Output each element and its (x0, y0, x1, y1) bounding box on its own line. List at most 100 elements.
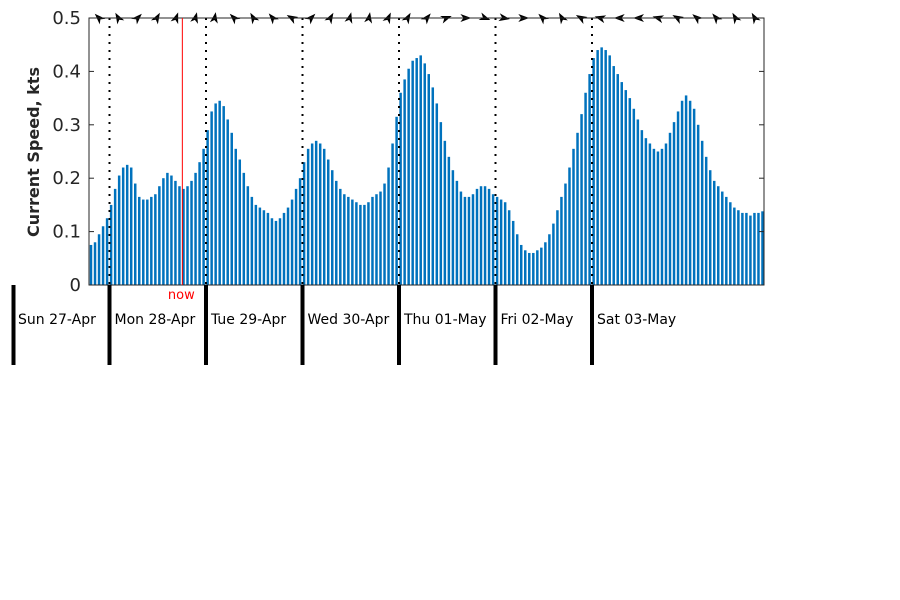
bar (423, 63, 426, 285)
bar (528, 252, 531, 285)
direction-arrow-icon (229, 13, 241, 25)
arrow-head (575, 15, 588, 24)
bar-series (89, 47, 764, 286)
bar (294, 188, 298, 285)
bar (620, 82, 623, 285)
bar (584, 92, 587, 285)
bar (138, 196, 141, 285)
y-axis: 0 0.1 0.2 0.3 0.4 0.5 (52, 8, 764, 296)
direction-arrow-icon (286, 15, 299, 24)
direction-arrow-icon (575, 15, 588, 24)
bar (391, 143, 394, 285)
direction-arrow-icon (652, 15, 665, 24)
bar (544, 242, 547, 285)
bar (479, 186, 483, 285)
direction-arrow-icon (558, 12, 568, 25)
bar (158, 186, 161, 285)
bar (491, 194, 495, 285)
direction-arrow-icon (401, 12, 411, 25)
bar (648, 143, 652, 285)
bar (708, 170, 712, 285)
bar (274, 220, 278, 285)
bar (93, 242, 97, 285)
bar (133, 183, 137, 285)
bar (624, 90, 628, 285)
bar (238, 159, 242, 285)
bar (355, 202, 358, 285)
bar (447, 156, 451, 285)
bar (749, 215, 752, 285)
bar (451, 170, 455, 285)
arrow-head (131, 13, 142, 25)
bar (286, 207, 290, 285)
bar (572, 148, 575, 285)
bar (411, 60, 414, 285)
bar (431, 87, 435, 285)
arrow-head (94, 13, 106, 25)
bar (519, 244, 523, 285)
bar (129, 167, 133, 285)
bar (375, 194, 378, 285)
bar (459, 191, 463, 285)
bar (89, 244, 93, 285)
bar (592, 58, 595, 285)
bar (383, 183, 386, 285)
bar (548, 234, 551, 285)
bar (737, 210, 740, 285)
arrow-head (150, 12, 160, 25)
bar (696, 124, 700, 285)
direction-arrow-icon (751, 12, 761, 25)
bar (524, 250, 527, 285)
bar (672, 122, 676, 285)
direction-arrow-icon (420, 13, 431, 25)
bar (395, 116, 398, 285)
bar (729, 202, 732, 285)
direction-arrow-icon (268, 13, 279, 25)
bar (306, 148, 310, 285)
plot-frame (88, 17, 765, 286)
bar (226, 119, 229, 286)
bar (471, 194, 475, 285)
bar (367, 202, 370, 285)
bar (616, 74, 619, 285)
bar (230, 132, 233, 285)
arrow-head (751, 12, 761, 25)
arrow-head (420, 13, 431, 25)
arrow-head (538, 13, 549, 25)
arrow-head (250, 12, 260, 25)
direction-arrow-icon (712, 13, 723, 25)
bar (101, 226, 105, 285)
bar (515, 234, 519, 285)
bar (359, 204, 362, 285)
bar (113, 188, 117, 285)
bar (254, 204, 258, 285)
bar (290, 199, 294, 285)
bar (439, 122, 443, 285)
arrow-head (498, 13, 510, 22)
bar (717, 186, 720, 285)
direction-arrow-icon (115, 12, 125, 25)
bar (186, 186, 189, 285)
direction-arrow-icon (498, 13, 510, 22)
bar (162, 178, 165, 285)
bar (322, 148, 326, 285)
bar (487, 188, 491, 285)
bar (194, 172, 197, 285)
bar (560, 196, 563, 285)
bar (684, 95, 688, 286)
bar (475, 188, 479, 285)
bar (314, 140, 318, 285)
bar (407, 68, 410, 285)
direction-arrow-icon (672, 15, 684, 24)
arrow-head (268, 13, 279, 25)
bar (483, 186, 487, 285)
bar (712, 180, 716, 285)
bar (568, 167, 571, 285)
bar (588, 74, 591, 285)
bar (668, 132, 672, 285)
bar (745, 212, 748, 285)
bar (387, 167, 390, 285)
bar (371, 196, 374, 285)
bar (178, 186, 181, 285)
